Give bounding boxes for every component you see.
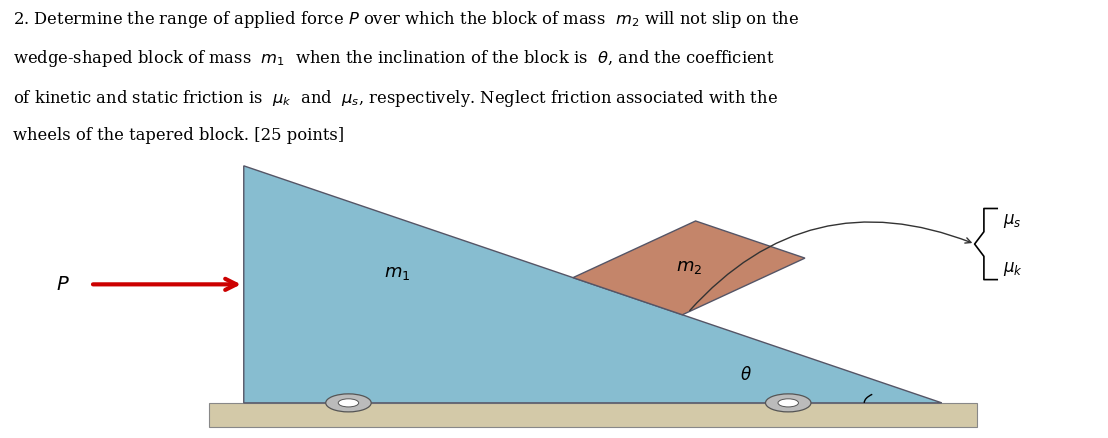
Circle shape [338, 399, 359, 407]
Text: wheels of the tapered block. [25 points]: wheels of the tapered block. [25 points] [13, 127, 345, 144]
Text: $P$: $P$ [55, 276, 69, 294]
Text: $m_1$: $m_1$ [384, 264, 411, 282]
Polygon shape [244, 166, 942, 403]
Text: $\theta$: $\theta$ [740, 366, 752, 384]
Text: of kinetic and static friction is  $\mu_k$  and  $\mu_s$, respectively. Neglect : of kinetic and static friction is $\mu_k… [13, 88, 778, 109]
Text: 2. Determine the range of applied force $P$ over which the block of mass  $m_2$ : 2. Determine the range of applied force … [13, 9, 800, 30]
Circle shape [326, 394, 371, 412]
Text: wedge-shaped block of mass  $m_1$  when the inclination of the block is  $\theta: wedge-shaped block of mass $m_1$ when th… [13, 48, 776, 69]
Text: $\mu_k$: $\mu_k$ [1003, 260, 1023, 278]
Text: $m_2$: $m_2$ [676, 257, 702, 275]
Circle shape [766, 394, 811, 412]
Circle shape [778, 399, 799, 407]
FancyBboxPatch shape [208, 403, 977, 427]
Text: $\mu_s$: $\mu_s$ [1003, 211, 1022, 229]
Polygon shape [573, 222, 804, 315]
